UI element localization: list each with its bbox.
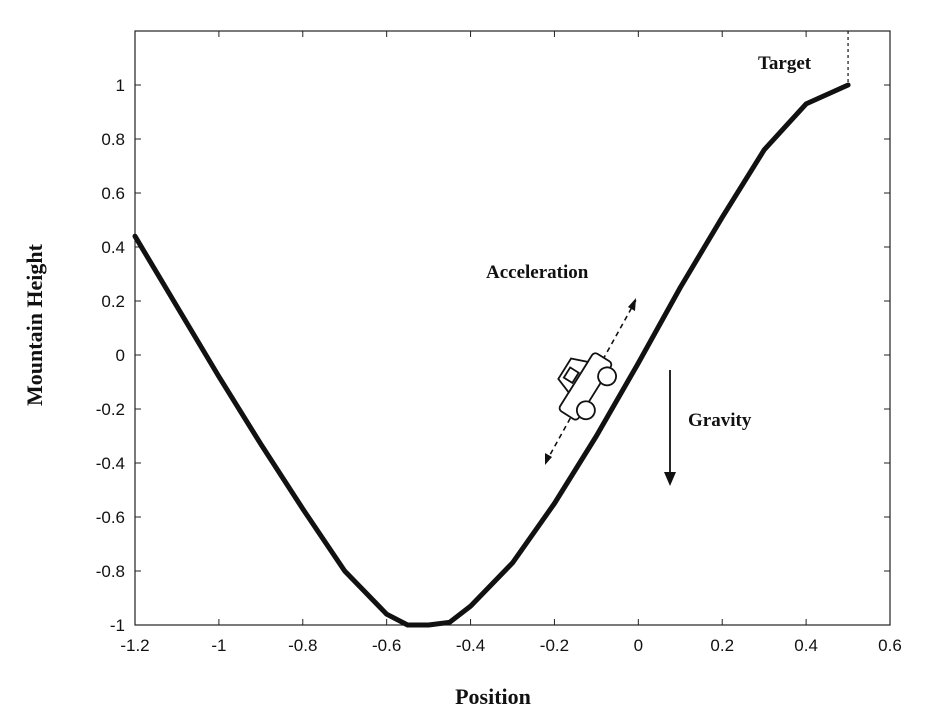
gravity-label: Gravity [688,410,752,431]
y-tick-label: 0.2 [101,292,125,311]
y-tick-label: -0.4 [96,454,125,473]
y-tick-label: -0.2 [96,400,125,419]
y-tick-label: -0.6 [96,508,125,527]
x-tick-label: -1 [211,636,226,655]
x-axis-ticks: -1.2 -1 -0.8 -0.6 -0.4 -0.2 0 0.2 0.4 0.6 [120,31,902,655]
y-tick-label: 0 [116,346,125,365]
x-tick-label: -0.2 [540,636,569,655]
y-tick-label: 1 [116,76,125,95]
gravity-arrow [664,370,676,486]
target-label: Target [758,53,812,74]
mountain-curve-line [132,82,851,628]
x-tick-label: -0.8 [288,636,317,655]
y-axis-title: Mountain Height [22,243,47,406]
y-tick-label: -1 [110,616,125,635]
acceleration-label: Acceleration [486,262,589,283]
car-icon [557,352,617,421]
plot-frame [134,30,891,626]
x-tick-label: 0 [634,636,643,655]
y-tick-label: -0.8 [96,562,125,581]
x-tick-label: -0.6 [372,636,401,655]
x-tick-label: -1.2 [120,636,149,655]
x-tick-label: 0.4 [794,636,818,655]
x-tick-label: 0.2 [710,636,734,655]
x-tick-label: -0.4 [456,636,485,655]
y-tick-label: 0.8 [101,130,125,149]
y-axis-ticks: -1 -0.8 -0.6 -0.4 -0.2 0 0.2 0.4 0.6 0.8 1 [96,76,890,635]
x-tick-label: 0.6 [878,636,902,655]
y-tick-label: 0.6 [101,184,125,203]
x-axis-title: Position [455,684,531,709]
y-tick-label: 0.4 [101,238,125,257]
